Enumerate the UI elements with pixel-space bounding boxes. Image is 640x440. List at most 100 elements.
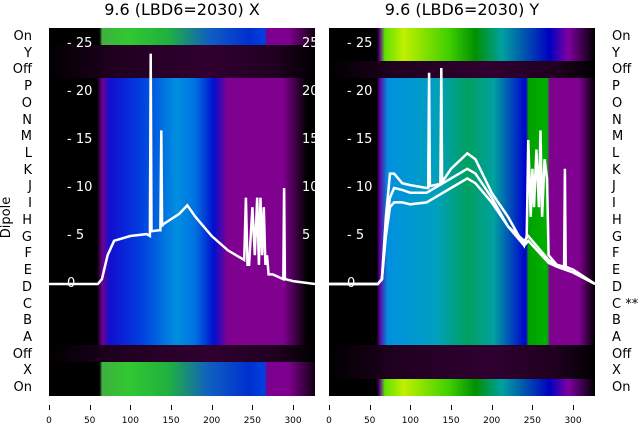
y-tick-label: - 10 xyxy=(347,180,373,195)
x-tick-mark xyxy=(369,405,371,410)
row-label: K xyxy=(612,162,621,178)
x-tick-mark xyxy=(252,405,254,410)
x-tick-mark xyxy=(451,405,453,410)
chart-title-x: 9.6 (LBD6=2030) X xyxy=(104,0,260,19)
trace-line-3 xyxy=(329,176,595,286)
y-tick-label: - 5 xyxy=(67,228,85,243)
row-label: On xyxy=(612,380,631,396)
heatmap-panel-y xyxy=(329,28,595,396)
row-label: O xyxy=(21,95,32,111)
heatmap-band-x-on xyxy=(49,362,315,396)
row-label: H xyxy=(612,212,622,228)
row-label: Off xyxy=(12,346,32,362)
row-label: L xyxy=(24,145,32,161)
y-tick-label: 25 xyxy=(302,36,319,51)
row-label: P xyxy=(612,79,620,95)
heatmap-band-y-off xyxy=(49,45,315,78)
row-label: Y xyxy=(612,45,620,61)
row-label: I xyxy=(28,196,32,212)
x-tick-mark xyxy=(89,405,91,410)
heatmap-band-off xyxy=(49,345,315,362)
row-label: Off xyxy=(12,62,32,78)
row-label: J xyxy=(28,179,32,195)
y-tick-label: - 15 xyxy=(67,132,93,147)
row-label: L xyxy=(612,145,620,161)
heatmap-band-off xyxy=(329,61,595,78)
row-label: G xyxy=(612,229,623,245)
trace-overlay xyxy=(49,53,315,286)
y-tick-label: - 5 xyxy=(347,228,365,243)
x-tick-mark xyxy=(293,405,295,410)
row-label: K xyxy=(23,162,32,178)
row-label: B xyxy=(23,313,32,329)
row-label: E xyxy=(612,263,621,279)
y-tick-label: - 15 xyxy=(347,132,373,147)
x-tick-mark xyxy=(130,405,132,410)
row-label: C ** xyxy=(612,296,639,312)
x-tick-mark xyxy=(171,405,173,410)
row-label: A xyxy=(23,329,32,345)
row-label: N xyxy=(612,112,622,128)
row-label: M xyxy=(20,129,32,145)
heatmap-band-on-top xyxy=(49,28,315,45)
row-label: O xyxy=(612,95,623,111)
row-label: A xyxy=(612,329,621,345)
heatmap-band-dipoles xyxy=(329,78,595,345)
y-tick-label: 5 xyxy=(302,228,311,243)
y-tick-label: - 20 xyxy=(347,84,373,99)
row-label: F xyxy=(612,246,620,262)
y-tick-label: 20 xyxy=(302,84,319,99)
row-label: Y xyxy=(24,45,32,61)
row-label: J xyxy=(612,179,616,195)
y-tick-label: 15 xyxy=(302,132,319,147)
x-tick-label: 100 xyxy=(121,416,139,426)
x-tick-label: 300 xyxy=(284,416,302,426)
x-tick-label: 250 xyxy=(243,416,261,426)
y-tick-label: - 20 xyxy=(67,84,93,99)
y-tick-label: 0 xyxy=(347,276,356,291)
x-tick-label: 250 xyxy=(523,416,541,426)
row-label: F xyxy=(24,246,32,262)
x-tick-mark xyxy=(491,405,493,410)
x-tick-mark xyxy=(211,405,213,410)
row-label: On xyxy=(13,28,32,44)
row-label: P xyxy=(24,79,32,95)
heatmap-band-off-x xyxy=(329,345,595,379)
y-axis-label: Dipole xyxy=(0,196,15,239)
heatmap-band-on-bottom xyxy=(329,379,595,396)
row-label: B xyxy=(612,313,621,329)
trace-line-2 xyxy=(329,167,595,286)
trace-line-1 xyxy=(329,67,595,286)
row-label: E xyxy=(23,263,32,279)
x-tick-label: 300 xyxy=(564,416,582,426)
x-tick-label: 150 xyxy=(162,416,180,426)
x-tick-mark xyxy=(410,405,412,410)
row-label: On xyxy=(612,28,631,44)
row-label: I xyxy=(612,196,616,212)
heatmap-band-on-top xyxy=(329,28,595,61)
x-tick-mark xyxy=(329,405,330,410)
row-label: N xyxy=(22,112,32,128)
row-label: G xyxy=(21,229,32,245)
row-label: X xyxy=(612,363,621,379)
row-label: X xyxy=(23,363,32,379)
y-tick-label: - 25 xyxy=(67,36,93,51)
y-tick-label: - 25 xyxy=(347,36,373,51)
trace-line-1 xyxy=(49,53,315,286)
x-tick-label: 0 xyxy=(326,416,332,426)
row-label: M xyxy=(612,129,624,145)
row-label: H xyxy=(22,212,32,228)
x-tick-mark xyxy=(573,405,575,410)
trace-overlay xyxy=(329,67,595,286)
x-tick-label: 200 xyxy=(483,416,501,426)
chart-title-y: 9.6 (LBD6=2030) Y xyxy=(384,0,540,19)
x-tick-mark xyxy=(49,405,50,410)
x-tick-label: 0 xyxy=(46,416,52,426)
x-tick-label: 50 xyxy=(83,416,96,426)
row-label: On xyxy=(13,380,32,396)
y-tick-label: - 10 xyxy=(67,180,93,195)
row-label: C xyxy=(22,296,32,312)
x-tick-mark xyxy=(532,405,534,410)
row-label: D xyxy=(21,279,32,295)
row-label: Off xyxy=(612,346,632,362)
